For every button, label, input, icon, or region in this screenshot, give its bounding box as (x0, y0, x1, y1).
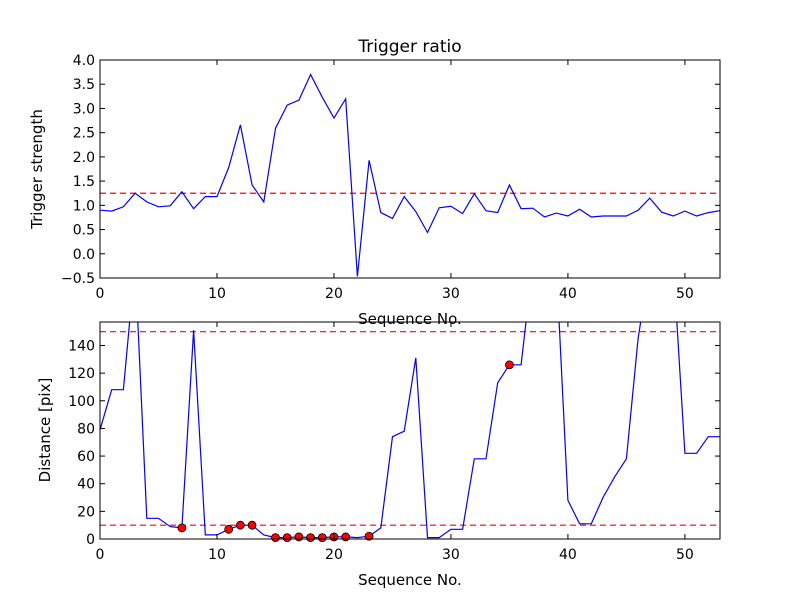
y-tick-label: 2.0 (73, 150, 95, 166)
y-tick-label: 3.0 (73, 101, 95, 117)
bottom-x-axis-label: Sequence No. (358, 571, 462, 589)
data-point-marker (271, 533, 280, 543)
y-tick-label: 40 (77, 477, 95, 493)
top-tick-group: 0 10 20 30 40 50 −0.5 0.0 0.5 1.0 1.5 2.0 2.5 3.0 3.5 4… (61, 53, 720, 302)
x-tick-label: 0 (96, 547, 105, 563)
y-tick-label: 120 (68, 366, 95, 382)
y-tick-label: 140 (68, 338, 95, 354)
y-tick-label: 80 (77, 421, 95, 437)
top-panel: Trigger ratio 0 10 20 30 40 50 −0.5 0.0 0.5 1.0 1.… (28, 37, 721, 328)
top-axes-frame (99, 59, 721, 279)
x-tick-label: 10 (208, 286, 226, 302)
y-tick-label: 0.0 (73, 247, 95, 263)
y-tick-label: 0.5 (73, 223, 95, 239)
x-tick-label: 20 (325, 547, 343, 563)
y-tick-label: 20 (77, 504, 95, 520)
y-tick-label: 1.5 (73, 174, 95, 190)
data-point-marker (247, 520, 257, 530)
y-tick-label: 1.0 (73, 198, 95, 214)
series-line (100, 322, 720, 539)
bottom-tick-group: 0 10 20 30 40 50 0 20 40 60 80 100 120 140 (68, 322, 720, 563)
series-line (100, 73, 720, 277)
y-tick-label: 0 (86, 532, 95, 548)
data-point-marker (282, 533, 292, 543)
y-tick-label: −0.5 (61, 271, 95, 287)
x-tick-label: 10 (208, 547, 226, 563)
x-tick-label: 50 (676, 547, 694, 563)
data-point-marker (341, 532, 351, 542)
data-point-marker (317, 533, 327, 543)
x-tick-label: 0 (96, 286, 105, 302)
x-tick-label: 20 (325, 286, 343, 302)
bottom-axes-frame (99, 321, 721, 540)
bottom-y-axis-label: Distance [pix] (36, 378, 54, 483)
y-tick-label: 3.5 (73, 77, 95, 93)
data-point-marker (364, 531, 374, 541)
bottom-plot-area (100, 322, 720, 543)
data-point-marker (177, 523, 187, 533)
top-chart-title: Trigger ratio (357, 37, 461, 57)
x-tick-label: 40 (559, 286, 577, 302)
x-tick-label: 50 (676, 286, 694, 302)
data-point-marker (505, 360, 514, 370)
data-point-marker (224, 524, 234, 534)
data-point-marker (294, 532, 304, 542)
data-point-marker (306, 533, 315, 543)
y-tick-label: 4.0 (73, 53, 95, 69)
data-point-marker (235, 520, 245, 530)
y-tick-label: 2.5 (73, 126, 95, 142)
bottom-panel: 0 10 20 30 40 50 0 20 40 60 80 100 120 140 Sequence N… (36, 321, 721, 589)
y-tick-label: 100 (68, 394, 95, 410)
y-tick-label: 60 (77, 449, 95, 465)
x-tick-label: 30 (442, 547, 460, 563)
x-tick-label: 40 (559, 547, 577, 563)
x-tick-label: 30 (442, 286, 460, 302)
top-x-axis-label: Sequence No. (358, 310, 462, 328)
top-y-axis-label: Trigger strength (28, 109, 46, 230)
top-plot-area (100, 73, 720, 277)
